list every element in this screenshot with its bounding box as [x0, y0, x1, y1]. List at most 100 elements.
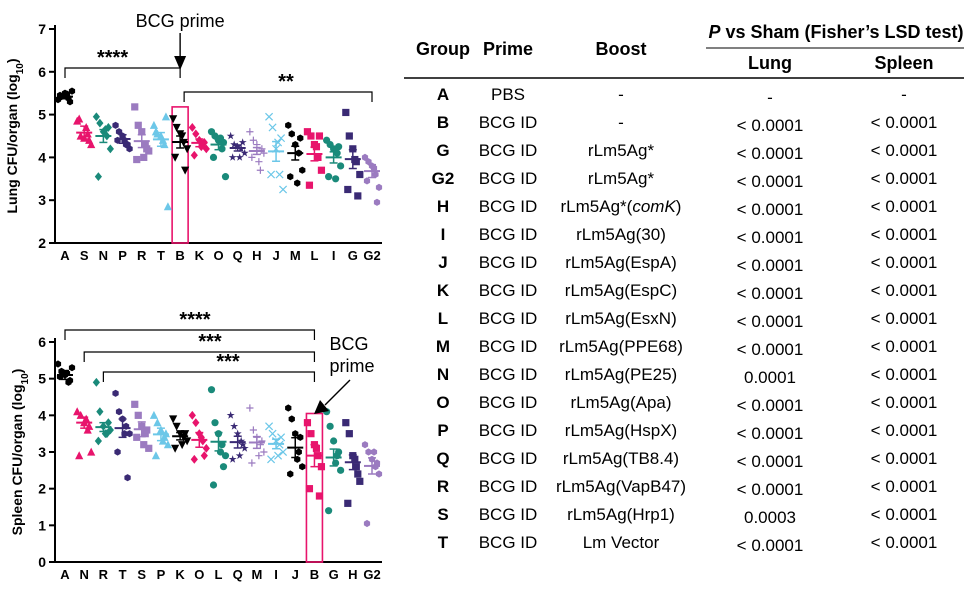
significance-bracket	[183, 91, 373, 102]
data-point	[112, 121, 119, 129]
data-point	[161, 112, 171, 121]
data-point	[335, 143, 343, 151]
cell-group: N	[437, 365, 449, 384]
significance-label: ****	[179, 309, 210, 331]
data-point	[106, 144, 114, 154]
data-point	[228, 153, 237, 161]
data-point	[233, 429, 242, 438]
table-row: M BCG ID rLm5Ag(PPE68) < 0.0001 < 0.0001	[436, 337, 937, 359]
annotation-label: prime	[329, 356, 374, 376]
cell-prime: BCG ID	[479, 169, 538, 188]
cell-prime: BCG ID	[479, 421, 538, 440]
data-point	[354, 470, 362, 478]
cell-group: O	[436, 393, 449, 412]
cell-lung: < 0.0001	[737, 116, 804, 135]
data-point	[295, 448, 302, 456]
cell-lung: < 0.0001	[737, 452, 804, 471]
data-point	[153, 418, 162, 427]
data-point	[200, 451, 208, 461]
table-row: P BCG ID rLm5Ag(HspX) < 0.0001 < 0.0001	[437, 421, 937, 443]
data-point	[199, 436, 207, 446]
cell-boost: rLm5Ag(30)	[576, 225, 666, 244]
cell-group: T	[438, 533, 449, 552]
y-tick-label: 0	[38, 554, 46, 570]
data-point	[172, 422, 181, 431]
data-point	[112, 389, 119, 397]
x-tick-label: L	[215, 567, 223, 582]
cell-lung: 0.0001	[744, 368, 796, 387]
data-point	[124, 474, 131, 482]
data-point	[260, 448, 268, 456]
significance-bracket	[64, 329, 316, 340]
data-point	[255, 452, 263, 460]
data-point	[96, 118, 104, 128]
cell-spleen: < 0.0001	[871, 449, 938, 468]
data-point	[218, 145, 226, 153]
data-point	[219, 463, 228, 471]
data-point	[305, 485, 314, 493]
data-point	[209, 153, 218, 161]
data-point	[73, 407, 82, 416]
header-p-italic: P	[708, 22, 721, 42]
data-point	[230, 140, 239, 148]
y-axis-label-sub: 10	[15, 63, 26, 75]
annotation-arrow-line	[324, 379, 351, 406]
data-point	[202, 443, 210, 453]
data-point	[134, 121, 142, 129]
data-point	[190, 454, 198, 464]
cell-prime: BCG ID	[479, 393, 538, 412]
data-point	[275, 170, 284, 179]
data-point	[373, 459, 381, 467]
y-axis-label: Spleen CFU/organ (log10)	[9, 369, 31, 536]
data-point	[246, 128, 254, 136]
cell-group: H	[437, 197, 449, 216]
cell-prime: BCG ID	[479, 225, 538, 244]
data-point	[294, 179, 301, 187]
cell-lung: < 0.0001	[737, 340, 804, 359]
cell-spleen: -	[901, 85, 907, 104]
y-tick-label: 6	[38, 334, 46, 350]
cell-prime: BCG ID	[479, 113, 538, 132]
data-point	[54, 360, 62, 368]
x-tick-label: M	[290, 248, 301, 263]
x-tick-label: G2	[363, 567, 380, 582]
data-point	[221, 452, 230, 460]
data-point	[188, 123, 196, 132]
table-row: G BCG ID rLm5Ag* < 0.0001 < 0.0001	[436, 141, 937, 163]
highlight-box	[171, 106, 189, 244]
data-point	[279, 447, 288, 457]
cell-lung: < 0.0001	[737, 228, 804, 247]
table-row: B BCG ID - < 0.0001 < 0.0001	[437, 113, 937, 135]
cell-boost: rLm5Ag*(comK)	[561, 197, 682, 216]
data-point	[87, 140, 96, 149]
data-point	[265, 112, 274, 121]
data-point	[226, 411, 235, 419]
data-point	[92, 112, 100, 122]
table-row: S BCG ID rLm5Ag(Hrp1) 0.0003 < 0.0001	[437, 505, 937, 527]
cell-spleen: < 0.0001	[871, 225, 938, 244]
cell-prime: BCG ID	[479, 533, 538, 552]
x-tick-label: H	[252, 248, 261, 263]
data-point	[68, 87, 76, 95]
x-tick-label: N	[79, 567, 88, 582]
y-tick-label: 3	[38, 192, 46, 208]
table-row: J BCG ID rLm5Ag(EspA) < 0.0001 < 0.0001	[438, 253, 937, 275]
data-point	[363, 519, 371, 528]
data-point	[315, 492, 324, 500]
data-point	[171, 153, 180, 162]
x-tick-label: P	[157, 567, 166, 582]
data-point	[190, 150, 198, 160]
y-tick-label: 4	[38, 149, 46, 165]
results-table: Group Prime Boost P vs Sham (Fisher’s LSD t…	[404, 22, 964, 555]
data-point	[351, 455, 359, 463]
data-point	[349, 145, 357, 153]
cell-group: A	[437, 85, 449, 104]
cell-boost: -	[618, 85, 624, 104]
data-point	[292, 430, 299, 438]
data-point	[87, 447, 96, 456]
y-tick-label: 7	[38, 21, 46, 37]
x-tick-label: I	[332, 248, 336, 263]
cell-prime: BCG ID	[479, 197, 538, 216]
data-point	[133, 433, 141, 441]
